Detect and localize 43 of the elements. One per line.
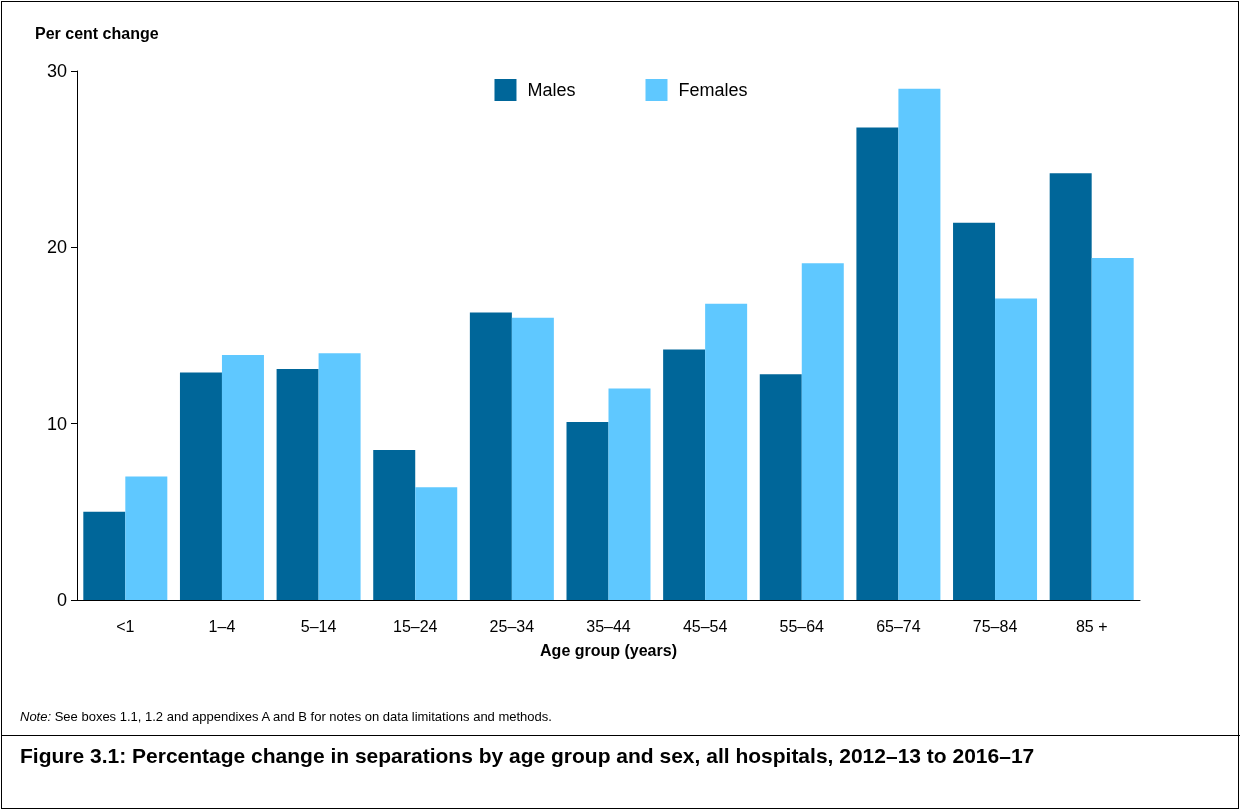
bar	[953, 222, 996, 600]
x-tick-label: 75–84	[972, 617, 1018, 635]
bar	[856, 127, 899, 600]
bar	[608, 388, 651, 600]
x-tick-label: 5–14	[300, 617, 337, 635]
x-tick-label: 85 +	[1075, 617, 1108, 635]
y-axis-title: Per cent change	[35, 24, 159, 42]
bar	[318, 353, 361, 600]
bar	[705, 303, 748, 600]
x-tick-label: 55–64	[779, 617, 825, 635]
x-tick-label: 35–44	[586, 617, 631, 635]
bar	[801, 263, 844, 600]
bar	[995, 298, 1038, 600]
bar	[373, 450, 416, 600]
x-tick-label: 25–34	[489, 617, 535, 635]
bar	[663, 349, 706, 600]
x-tick-label: 15–24	[392, 617, 438, 635]
y-tick-label: 20	[46, 237, 67, 258]
bar	[179, 372, 222, 600]
text: Figure 3.1: Percentage change in separations by age group and sex, all hospitals, 2012–13 to 2016–17	[2, 735, 1240, 776]
bar	[83, 511, 126, 600]
bar	[511, 317, 554, 600]
bar	[1091, 257, 1134, 600]
x-tick-label: <1	[116, 617, 135, 635]
bar	[125, 476, 168, 600]
y-tick-label: 10	[46, 413, 67, 434]
legend-label: Males	[527, 80, 576, 100]
x-tick-label: 1–4	[208, 617, 236, 635]
bar	[759, 374, 802, 600]
bar	[221, 354, 264, 600]
bar	[1049, 173, 1092, 600]
legend-label: Females	[678, 80, 748, 100]
x-tick-label: 45–54	[682, 617, 728, 635]
x-tick-label: 65–74	[876, 617, 921, 635]
y-tick-label: 30	[46, 61, 67, 81]
y-tick-label: 0	[56, 590, 67, 610]
bar	[276, 369, 319, 600]
bar	[469, 312, 512, 600]
x-axis-title: Age group (years)	[540, 641, 677, 659]
bar	[566, 421, 609, 600]
bar	[415, 487, 458, 600]
bar	[898, 88, 941, 600]
text: Note: See boxes 1.1, 1.2 and appendixes A and B for notes on data limitations and methods.	[20, 709, 552, 724]
